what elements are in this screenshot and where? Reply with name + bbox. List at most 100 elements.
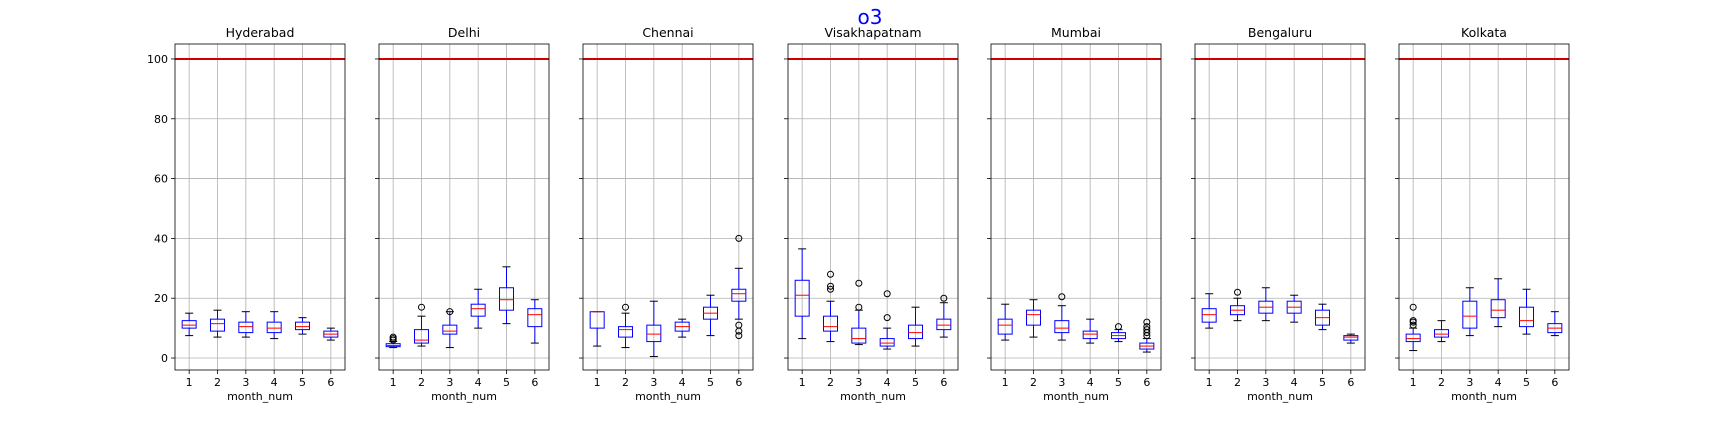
box-month-1 [385, 333, 401, 349]
box-month-5 [1519, 288, 1534, 335]
x-tick-label: 5 [503, 376, 510, 389]
box-iqr [1462, 300, 1478, 329]
x-tick-label: 5 [1319, 376, 1326, 389]
box-iqr [1343, 335, 1359, 341]
box-iqr [266, 321, 282, 334]
outlier-point [735, 332, 743, 340]
outlier-point [855, 303, 863, 311]
panel-2: Chennai 1 2 3 4 5 6 month_num [579, 25, 754, 403]
x-tick-label: 5 [1115, 376, 1122, 389]
box-iqr [527, 308, 543, 328]
box-iqr [295, 321, 310, 331]
x-axis-label: month_num [431, 390, 497, 403]
box-month-2 [210, 309, 225, 338]
outlier-point [883, 314, 891, 322]
box-month-2 [414, 303, 429, 347]
box-iqr [442, 324, 458, 335]
panel-frame [990, 43, 1162, 371]
box-month-4 [674, 318, 690, 338]
outlier-point [1234, 288, 1241, 296]
y-tick-label: 0 [161, 352, 168, 365]
x-tick-label: 3 [1058, 376, 1065, 389]
box-month-6 [731, 234, 747, 340]
box-month-2 [823, 270, 838, 343]
box-month-6 [1343, 333, 1359, 344]
box-month-4 [879, 290, 895, 350]
box-iqr [1434, 329, 1449, 338]
box-iqr [618, 326, 633, 338]
outlier-point [735, 234, 743, 242]
outlier-point [1115, 323, 1122, 331]
box-month-2 [618, 303, 633, 349]
x-axis-label: month_num [1043, 390, 1109, 403]
outlier-point [389, 333, 397, 341]
x-axis-label: month_num [1247, 390, 1313, 403]
outlier-point [827, 282, 834, 290]
box-month-3 [1258, 287, 1274, 322]
box-month-4 [470, 288, 486, 329]
x-tick-label: 3 [855, 376, 862, 389]
x-tick-label: 6 [940, 376, 947, 389]
panel-5: Bengaluru 1 2 3 4 5 6 month_num [1191, 25, 1366, 403]
x-tick-label: 6 [1143, 376, 1150, 389]
outlier-point [418, 303, 425, 311]
box-month-2 [1434, 320, 1449, 343]
x-axis-label: month_num [1451, 390, 1517, 403]
outlier-point [1143, 326, 1151, 334]
panel-title: Delhi [448, 25, 480, 40]
box-iqr [1054, 320, 1070, 334]
box-iqr [879, 338, 895, 347]
outlier-point [1143, 318, 1151, 326]
box-month-1 [1405, 303, 1421, 352]
box-month-3 [1462, 287, 1478, 337]
outlier-point [1409, 317, 1417, 325]
outlier-point [735, 327, 743, 335]
box-iqr [1405, 333, 1421, 343]
y-tick-label: 60 [154, 173, 168, 186]
box-month-1 [589, 311, 605, 347]
x-tick-label: 2 [1030, 376, 1037, 389]
x-tick-label: 6 [735, 376, 742, 389]
x-tick-label: 2 [1234, 376, 1241, 389]
x-tick-label: 4 [1495, 376, 1502, 389]
x-tick-label: 1 [1206, 376, 1213, 389]
panel-frame [1194, 43, 1366, 371]
panel-frame [174, 43, 346, 371]
panel-title: Kolkata [1461, 25, 1507, 40]
x-tick-label: 6 [1551, 376, 1558, 389]
box-iqr [414, 329, 429, 344]
box-month-3 [1054, 293, 1070, 341]
box-month-4 [266, 311, 282, 340]
outlier-point [622, 303, 629, 311]
panel-frame [1398, 43, 1570, 371]
x-tick-label: 1 [1002, 376, 1009, 389]
x-axis-label: month_num [635, 390, 701, 403]
outlier-point [1409, 303, 1417, 311]
panel-frame [378, 43, 550, 371]
x-tick-label: 2 [418, 376, 425, 389]
x-tick-label: 3 [1262, 376, 1269, 389]
x-tick-label: 5 [912, 376, 919, 389]
outlier-point [827, 270, 834, 278]
panel-3: Visakhapatnam 1 2 3 4 5 6 month_num [784, 25, 959, 403]
panel-1: Delhi 1 2 3 4 5 6 month_num [375, 25, 550, 403]
box-iqr [646, 324, 662, 343]
box-month-2 [1230, 288, 1245, 322]
box-month-4 [1490, 278, 1506, 328]
x-tick-label: 3 [242, 376, 249, 389]
box-iqr [823, 315, 838, 332]
box-iqr [238, 321, 254, 334]
box-month-6 [323, 327, 339, 341]
x-tick-label: 1 [1410, 376, 1417, 389]
box-iqr [1490, 299, 1506, 319]
box-iqr [936, 318, 952, 331]
x-axis-label: month_num [227, 390, 293, 403]
box-iqr [851, 327, 867, 344]
box-month-3 [442, 308, 458, 349]
box-month-1 [794, 248, 810, 340]
box-month-3 [238, 311, 254, 338]
box-iqr [731, 288, 747, 302]
x-axis-label: month_num [840, 390, 906, 403]
x-tick-label: 4 [1291, 376, 1298, 389]
